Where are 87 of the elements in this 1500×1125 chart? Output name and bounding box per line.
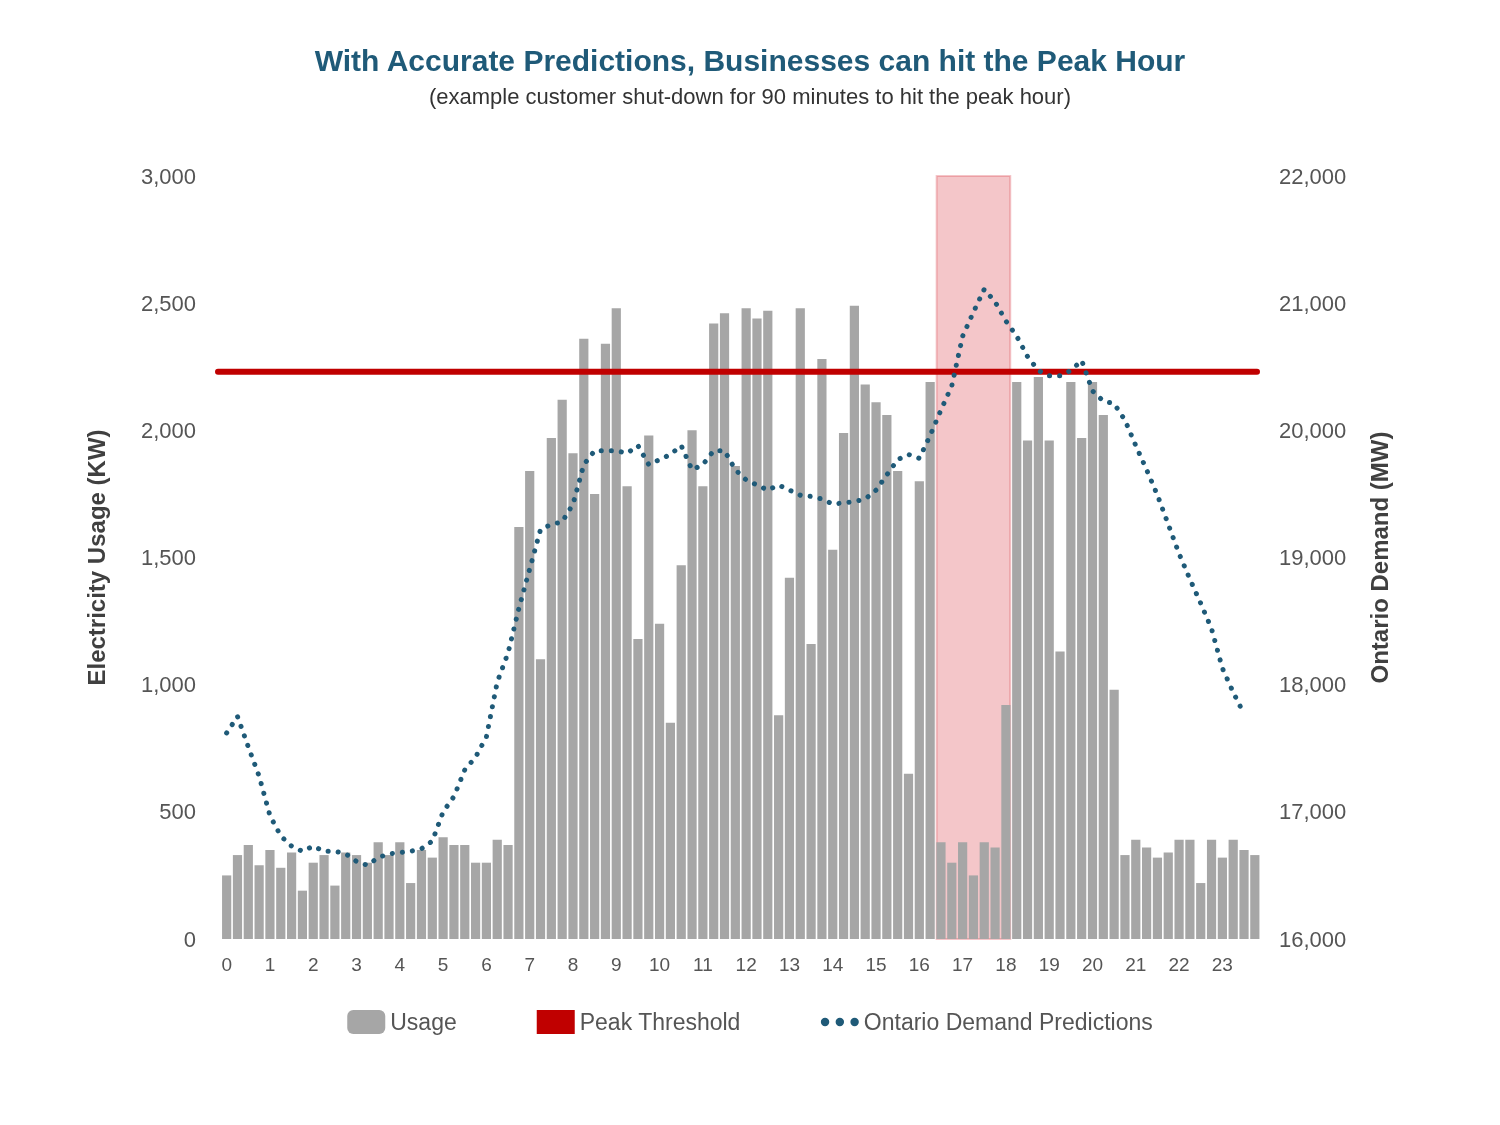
bar [1077, 437, 1087, 939]
y-tick-label: 3,000 [140, 163, 196, 189]
y2-axis-title: Ontario Demand (MW) [1365, 431, 1393, 684]
y2-tick-label: 18,000 [1279, 672, 1347, 698]
bar [286, 852, 297, 939]
x-tick-label: 10 [649, 954, 671, 975]
bar [1206, 839, 1217, 939]
x-tick-label: 9 [610, 954, 622, 975]
x-tick-label: 17 [952, 954, 974, 975]
bar [427, 857, 437, 939]
y-tick-label: 0 [183, 926, 196, 952]
x-tick-label: 14 [822, 954, 844, 975]
x-tick-label: 7 [524, 954, 535, 975]
x-tick-label: 3 [351, 954, 362, 975]
bar [611, 308, 621, 939]
bar [600, 343, 611, 939]
bar [1152, 857, 1163, 939]
bar [362, 862, 372, 939]
x-tick-label: 16 [908, 954, 930, 975]
y2-tick-label: 19,000 [1279, 545, 1347, 570]
bar [232, 855, 243, 939]
bar [709, 323, 719, 939]
legend-label: Usage [390, 1009, 457, 1035]
x-tick-label: 23 [1211, 954, 1233, 975]
y2-tick-label: 21,000 [1279, 290, 1347, 316]
bar [1217, 857, 1227, 939]
x-tick-label: 11 [693, 954, 713, 975]
bar [243, 844, 253, 939]
x-tick-label: 12 [735, 954, 757, 975]
bar [535, 659, 546, 939]
bar [525, 471, 535, 939]
x-tick-label: 20 [1081, 954, 1104, 975]
bar [1033, 376, 1043, 939]
x-tick-label: 13 [778, 954, 801, 975]
x-tick-label: 15 [865, 954, 887, 975]
chart-title: With Accurate Predictions, Businesses can hit the Peak Hour [314, 43, 1186, 77]
y-tick-label: 1,500 [140, 545, 196, 570]
x-tick-label: 18 [995, 954, 1017, 975]
bar [958, 842, 968, 939]
bar [406, 883, 416, 939]
bar [903, 773, 914, 939]
chart-subtitle: (example customer shut-down for 90 minutes to hit the peak hour) [429, 83, 1071, 109]
y2-tick-label: 20,000 [1279, 417, 1347, 443]
bar [470, 862, 481, 939]
bar [1087, 382, 1098, 939]
bar [341, 852, 351, 939]
bar [719, 313, 730, 939]
y2-tick-label: 16,000 [1279, 926, 1347, 952]
x-tick-label: 4 [394, 954, 406, 975]
bar [849, 305, 859, 939]
bar [1098, 415, 1108, 939]
bar [784, 577, 795, 939]
legend-label: Peak Threshold [579, 1009, 741, 1035]
bar [914, 481, 924, 939]
bar [730, 465, 740, 939]
y-tick-label: 2,500 [140, 290, 196, 316]
bar [968, 875, 979, 939]
bar [838, 432, 849, 939]
bar [1142, 847, 1152, 939]
bar [893, 471, 903, 939]
x-tick-label: 0 [221, 954, 232, 975]
bar [481, 862, 492, 939]
bar [222, 875, 232, 939]
x-tick-label: 5 [437, 954, 449, 975]
bar [546, 437, 556, 939]
bar [416, 849, 427, 939]
bar [665, 722, 675, 939]
y2-tick-label: 17,000 [1279, 799, 1347, 825]
y-tick-label: 1,000 [140, 672, 196, 698]
x-tick-label: 19 [1038, 954, 1060, 975]
x-tick-label: 1 [264, 954, 276, 975]
bar [1022, 440, 1033, 939]
bar [351, 855, 362, 939]
x-tick-label: 6 [481, 954, 492, 975]
bar [654, 623, 665, 939]
x-tick-label: 8 [567, 954, 579, 975]
legend-label: Ontario Demand Predictions [863, 1009, 1153, 1035]
bar [297, 890, 308, 939]
x-tick-label: 2 [307, 954, 319, 975]
y-tick-label: 2,000 [140, 417, 196, 443]
bar [590, 493, 600, 939]
x-tick-label: 21 [1125, 954, 1147, 975]
bar [774, 715, 784, 939]
y-axis-title: Electricity Usage (KW) [82, 429, 110, 686]
y-tick-label: 500 [159, 799, 196, 825]
x-tick-label: 22 [1168, 954, 1190, 975]
y2-tick-label: 22,000 [1279, 163, 1347, 189]
